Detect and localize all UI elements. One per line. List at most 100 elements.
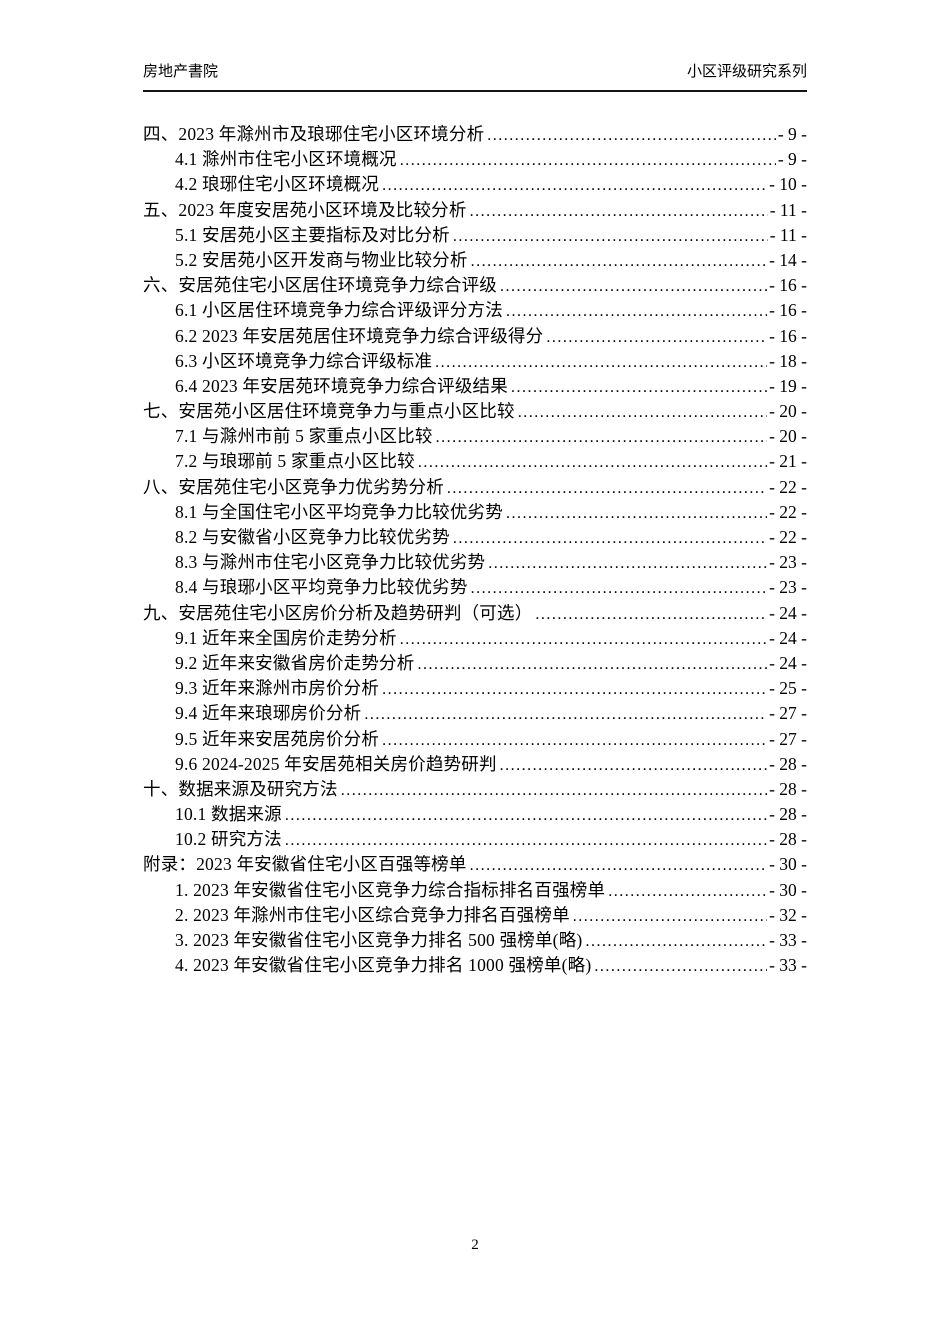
header-left-text: 房地产書院 bbox=[143, 63, 219, 80]
toc-entry[interactable]: 9.6 2024-2025 年安居苑相关房价趋势研判 - 28 - bbox=[143, 751, 807, 776]
toc-list: 四、2023 年滁州市及琅琊住宅小区环境分析 - 9 - 4.1 滁州市住宅小区… bbox=[143, 121, 807, 977]
toc-entry-page: - 28 - bbox=[769, 753, 807, 774]
toc-entry-title: 3. 2023 年安徽省住宅小区竞争力排名 500 强榜单(略) bbox=[175, 930, 583, 950]
toc-entry-title: 8.1 与全国住宅小区平均竞争力比较优劣势 bbox=[175, 501, 503, 522]
toc-entry[interactable]: 10.1 数据来源 - 28 - bbox=[143, 801, 807, 826]
toc-entry-page: - 24 - bbox=[769, 602, 807, 623]
dot-leader bbox=[470, 200, 768, 221]
dot-leader bbox=[487, 124, 776, 145]
toc-entry-title: 8.3 与滁州市住宅小区竞争力比较优劣势 bbox=[175, 552, 486, 573]
toc-entry[interactable]: 6.2 2023 年安居苑居住环境竞争力综合评级得分 - 16 - bbox=[143, 323, 807, 348]
toc-entry-title: 7.1 与滁州市前 5 家重点小区比较 bbox=[175, 426, 433, 447]
toc-entry[interactable]: 9.2 近年来安徽省房价走势分析 - 24 - bbox=[143, 650, 807, 675]
toc-entry-page: - 25 - bbox=[769, 678, 807, 699]
toc-entry[interactable]: 4.2 琅琊住宅小区环境概况 - 10 - bbox=[143, 171, 807, 196]
toc-entry-title: 5.1 安居苑小区主要指标及对比分析 bbox=[175, 224, 450, 245]
dot-leader bbox=[594, 955, 767, 976]
header-right-text: 小区评级研究系列 bbox=[686, 63, 807, 80]
toc-entry-page: - 23 - bbox=[769, 552, 807, 573]
toc-entry[interactable]: 9.1 近年来全国房价走势分析 - 24 - bbox=[143, 625, 807, 650]
toc-entry[interactable]: 七、安居苑小区居住环境竞争力与重点小区比较 - 20 - bbox=[143, 398, 807, 423]
toc-entry-title: 四、2023 年滁州市及琅琊住宅小区环境分析 bbox=[143, 124, 485, 144]
toc-entry-title: 8.4 与琅琊小区平均竞争力比较优劣势 bbox=[175, 577, 468, 598]
toc-entry[interactable]: 7.1 与滁州市前 5 家重点小区比较 - 20 - bbox=[143, 423, 807, 448]
toc-entry[interactable]: 1. 2023 年安徽省住宅小区竞争力综合指标排名百强榜单 - 30 - bbox=[143, 877, 807, 902]
toc-entry-page: - 33 - bbox=[769, 955, 807, 976]
toc-entry-title: 4. 2023 年安徽省住宅小区竞争力排名 1000 强榜单(略) bbox=[175, 955, 592, 976]
toc-entry-title: 7.2 与琅琊前 5 家重点小区比较 bbox=[175, 451, 415, 472]
toc-entry-page: - 9 - bbox=[777, 124, 807, 144]
toc-entry[interactable]: 9.3 近年来滁州市房价分析 - 25 - bbox=[143, 675, 807, 700]
toc-entry[interactable]: 6.4 2023 年安居苑环境竞争力综合评级结果 - 19 - bbox=[143, 373, 807, 398]
toc-entry-title: 6.2 2023 年安居苑居住环境竞争力综合评级得分 bbox=[175, 325, 544, 346]
toc-entry-page: - 16 - bbox=[769, 325, 807, 346]
toc-entry-title: 七、安居苑小区居住环境竞争力与重点小区比较 bbox=[143, 401, 515, 422]
toc-entry-title: 2. 2023 年滁州市住宅小区综合竞争力排名百强榜单 bbox=[175, 904, 570, 925]
toc-entry[interactable]: 五、2023 年度安居苑小区环境及比较分析 - 11 - bbox=[143, 197, 807, 222]
dot-leader bbox=[418, 451, 767, 472]
toc-entry[interactable]: 2. 2023 年滁州市住宅小区综合竞争力排名百强榜单 - 32 - bbox=[143, 902, 807, 927]
toc-entry-title: 十、数据来源及研究方法 bbox=[143, 778, 338, 799]
toc-entry-title: 9.1 近年来全国房价走势分析 bbox=[175, 627, 397, 648]
toc-entry-title: 六、安居苑住宅小区居住环境竞争力综合评级 bbox=[143, 275, 497, 296]
dot-leader bbox=[400, 628, 767, 649]
toc-entry-title: 5.2 安居苑小区开发商与物业比较分析 bbox=[175, 249, 468, 270]
toc-entry[interactable]: 4. 2023 年安徽省住宅小区竞争力排名 1000 强榜单(略) - 33 - bbox=[143, 952, 807, 977]
dot-leader bbox=[285, 829, 767, 850]
toc-entry[interactable]: 3. 2023 年安徽省住宅小区竞争力排名 500 强榜单(略) - 33 - bbox=[143, 927, 807, 952]
toc-entry-title: 五、2023 年度安居苑小区环境及比较分析 bbox=[143, 199, 467, 220]
toc-entry-page: - 32 - bbox=[769, 904, 807, 925]
toc-entry[interactable]: 8.3 与滁州市住宅小区竞争力比较优劣势 - 23 - bbox=[143, 549, 807, 574]
page-footer: 2 bbox=[0, 1237, 950, 1254]
toc-entry[interactable]: 5.2 安居苑小区开发商与物业比较分析 - 14 - bbox=[143, 247, 807, 272]
toc-entry[interactable]: 9.5 近年来安居苑房价分析 - 27 - bbox=[143, 726, 807, 751]
footer-page-number: 2 bbox=[471, 1237, 479, 1253]
toc-entry-page: - 28 - bbox=[769, 778, 807, 799]
toc-entry-title: 4.1 滁州市住宅小区环境概况 bbox=[175, 149, 397, 170]
toc-entry[interactable]: 九、安居苑住宅小区房价分析及趋势研判（可选） - 24 - bbox=[143, 600, 807, 625]
toc-entry-title: 9.3 近年来滁州市房价分析 bbox=[175, 678, 380, 699]
dot-leader bbox=[364, 703, 767, 724]
dot-leader bbox=[436, 426, 768, 447]
toc-entry[interactable]: 附录：2023 年安徽省住宅小区百强等榜单 - 30 - bbox=[143, 851, 807, 876]
toc-entry-page: - 24 - bbox=[769, 652, 807, 673]
toc-entry-page: - 16 - bbox=[769, 300, 807, 321]
dot-leader bbox=[471, 250, 768, 271]
toc-entry[interactable]: 8.2 与安徽省小区竞争力比较优劣势 - 22 - bbox=[143, 524, 807, 549]
toc-entry[interactable]: 5.1 安居苑小区主要指标及对比分析 - 11 - bbox=[143, 222, 807, 247]
dot-leader bbox=[506, 502, 767, 523]
toc-entry[interactable]: 8.4 与琅琊小区平均竞争力比较优劣势 - 23 - bbox=[143, 574, 807, 599]
toc-entry-page: - 16 - bbox=[769, 275, 807, 296]
page-header: 房地产書院 小区评级研究系列 bbox=[143, 63, 807, 92]
toc-entry[interactable]: 4.1 滁州市住宅小区环境概况 - 9 - bbox=[143, 146, 807, 171]
dot-leader bbox=[535, 603, 767, 624]
dot-leader bbox=[500, 754, 767, 775]
toc-entry[interactable]: 8.1 与全国住宅小区平均竞争力比较优劣势 - 22 - bbox=[143, 499, 807, 524]
toc-entry[interactable]: 6.1 小区居住环境竞争力综合评级评分方法 - 16 - bbox=[143, 297, 807, 322]
dot-leader bbox=[500, 275, 767, 296]
toc-entry-page: - 22 - bbox=[769, 476, 807, 497]
dot-leader bbox=[447, 477, 767, 498]
toc-entry-title: 9.6 2024-2025 年安居苑相关房价趋势研判 bbox=[175, 753, 497, 774]
toc-entry[interactable]: 八、安居苑住宅小区竞争力优劣势分析 - 22 - bbox=[143, 474, 807, 499]
toc-entry[interactable]: 7.2 与琅琊前 5 家重点小区比较 - 21 - bbox=[143, 448, 807, 473]
toc-entry-page: - 14 - bbox=[769, 249, 807, 270]
toc-entry[interactable]: 四、2023 年滁州市及琅琊住宅小区环境分析 - 9 - bbox=[143, 121, 807, 146]
dot-leader bbox=[573, 905, 767, 926]
toc-entry[interactable]: 十、数据来源及研究方法 - 28 - bbox=[143, 776, 807, 801]
toc-entry-title: 九、安居苑住宅小区房价分析及趋势研判（可选） bbox=[143, 602, 533, 623]
toc-entry-page: - 20 - bbox=[769, 401, 807, 422]
toc-entry-page: - 24 - bbox=[769, 627, 807, 648]
toc-entry-page: - 18 - bbox=[769, 350, 807, 371]
toc-entry[interactable]: 6.3 小区环境竞争力综合评级标准 - 18 - bbox=[143, 348, 807, 373]
toc-entry[interactable]: 六、安居苑住宅小区居住环境竞争力综合评级 - 16 - bbox=[143, 272, 807, 297]
dot-leader bbox=[488, 552, 767, 573]
toc-entry-page: - 28 - bbox=[769, 804, 807, 825]
dot-leader bbox=[453, 527, 767, 548]
toc-entry-page: - 23 - bbox=[769, 577, 807, 598]
toc-entry[interactable]: 10.2 研究方法 - 28 - bbox=[143, 826, 807, 851]
dot-leader bbox=[341, 779, 767, 800]
toc-entry[interactable]: 9.4 近年来琅琊房价分析 - 27 - bbox=[143, 700, 807, 725]
dot-leader bbox=[382, 729, 767, 750]
